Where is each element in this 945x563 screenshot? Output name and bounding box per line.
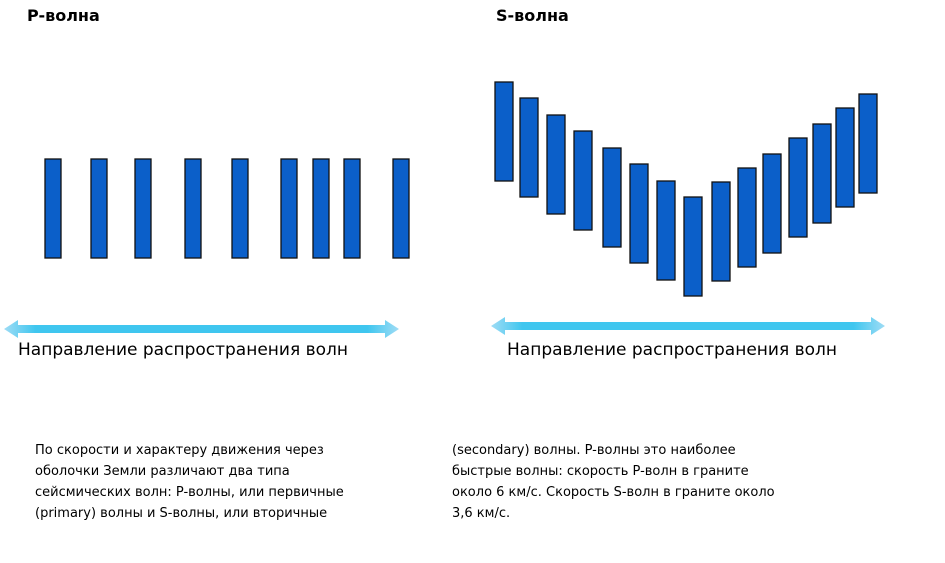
s-wave-title: S-волна — [496, 6, 569, 25]
s-wave-bar — [602, 147, 622, 248]
p-wave-bars — [44, 158, 410, 259]
p-wave-bar — [392, 158, 410, 259]
s-wave-bar — [858, 93, 878, 194]
s-wave-bar — [494, 81, 514, 182]
s-wave-bars — [494, 81, 878, 297]
p-wave-direction-label: Направление распространения волн — [18, 340, 348, 360]
p-wave-bar — [90, 158, 108, 259]
s-wave-bar — [762, 153, 782, 254]
s-wave-bar — [546, 114, 566, 215]
s-wave-bar — [788, 137, 808, 238]
s-wave-bar — [711, 181, 731, 282]
p-wave-bar — [184, 158, 202, 259]
s-wave-bar — [629, 163, 649, 264]
p-wave-bar — [44, 158, 62, 259]
p-wave-direction-arrow — [4, 320, 399, 338]
p-wave-bar — [312, 158, 330, 259]
s-wave-bar — [835, 107, 855, 208]
description-right: (secondary) волны. P-волны это наиболее … — [452, 443, 775, 521]
s-wave-bar — [519, 97, 539, 198]
p-wave-bar — [134, 158, 152, 259]
s-wave-bar — [737, 167, 757, 268]
s-wave-bar — [812, 123, 832, 224]
s-wave-bar — [573, 130, 593, 231]
s-wave-bar — [656, 180, 676, 281]
description-left: По скорости и характеру движения через о… — [35, 443, 344, 521]
p-wave-bar — [343, 158, 361, 259]
p-wave-bar — [231, 158, 249, 259]
s-wave-direction-label: Направление распространения волн — [507, 340, 837, 360]
s-wave-bar — [683, 196, 703, 297]
p-wave-bar — [280, 158, 298, 259]
p-wave-title: P-волна — [27, 6, 100, 25]
s-wave-direction-arrow — [491, 317, 885, 335]
